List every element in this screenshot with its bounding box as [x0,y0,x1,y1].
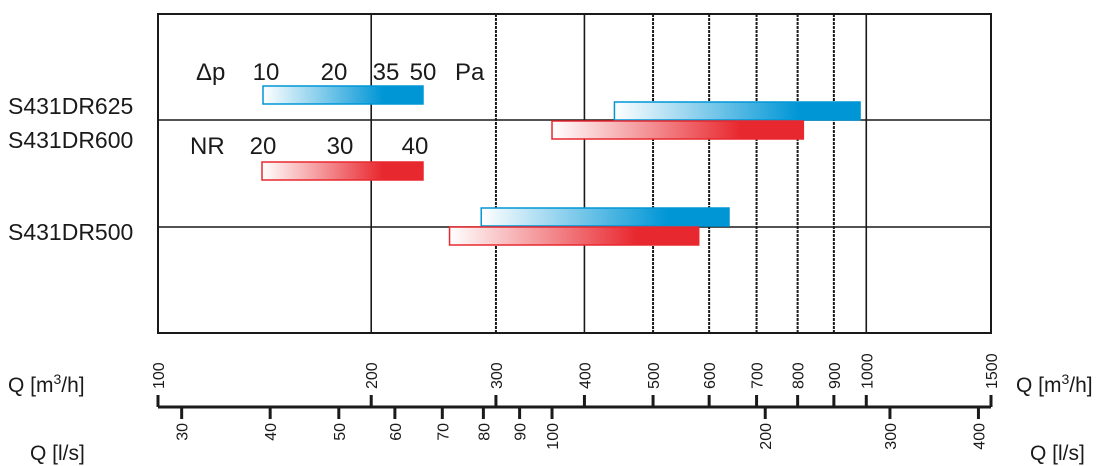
bar-s431dr625-nr [551,120,805,140]
tick-label-m3h-100: 100 [151,362,168,389]
row-labels: S431DR625 S431DR600 S431DR500 [8,93,133,245]
axis-label-m3h-right: Q [m3/h] [1016,371,1093,397]
legend-dp-swatch [262,85,424,105]
tick-label-m3h-300: 300 [489,362,506,389]
legend-dp-tick-20: 20 [321,59,348,86]
gridlines [370,14,868,333]
range-bars [448,101,861,246]
legend-nr-symbol: NR [190,133,225,160]
tick-label-m3h-400: 400 [577,362,594,389]
tick-label-ls-40: 40 [263,423,280,441]
tick-label-ls-50: 50 [332,423,349,441]
axis-label-m3h-left: Q [m3/h] [8,371,85,397]
tick-label-ls-100: 100 [545,423,562,450]
row-label-s431dr625: S431DR625 [8,93,133,119]
legend-dp-tick-35: 35 [373,59,400,86]
tick-label-ls-70: 70 [435,423,452,441]
tick-label-m3h-500: 500 [646,362,663,389]
axis-m3h: 100 200 300 400 500 600 700 800 900 1000 1500 Q [m3… [8,353,1093,409]
tick-label-m3h-1000: 1000 [859,353,876,389]
tick-label-m3h-900: 900 [827,362,844,389]
tick-label-ls-60: 60 [388,423,405,441]
legend-dp-unit: Pa [455,59,485,86]
tick-label-m3h-800: 800 [791,362,808,389]
legend: Δp 10 20 35 50 Pa NR 20 30 40 [190,59,485,181]
legend-nr-tick-40: 40 [402,133,429,160]
tick-label-ls-30: 30 [175,423,192,441]
legend-nr-tick-30: 30 [327,133,354,160]
legend-nr-tick-20: 20 [250,133,277,160]
row-label-s431dr500: S431DR500 [8,219,133,245]
legend-dp-symbol: Δp [196,59,225,86]
tick-label-ls-80: 80 [476,423,493,441]
bar-s431dr500-nr [448,226,700,246]
axis-ls: 30 40 50 60 70 80 90 100 200 300 400 Q [l/s] Q [l/s] [30,407,1085,465]
tick-label-ls-200: 200 [758,423,775,450]
bar-s431dr625-dp [613,101,861,121]
tick-label-ls-90: 90 [513,423,530,441]
legend-dp-tick-10: 10 [253,59,280,86]
tick-label-m3h-600: 600 [702,362,719,389]
plot-frame [157,13,992,334]
bar-s431dr500-dp [480,207,730,227]
tick-label-ls-300: 300 [883,423,900,450]
legend-nr-swatch [261,161,424,181]
tick-label-m3h-1500: 1500 [984,353,1001,389]
tick-label-m3h-700: 700 [750,362,767,389]
legend-dp-tick-50: 50 [410,59,437,86]
tick-label-m3h-200: 200 [364,362,381,389]
axis-label-ls-right: Q [l/s] [1030,442,1085,465]
row-label-s431dr600: S431DR600 [8,127,133,153]
axis-label-ls-left: Q [l/s] [30,442,85,465]
tick-label-ls-400: 400 [971,423,988,450]
